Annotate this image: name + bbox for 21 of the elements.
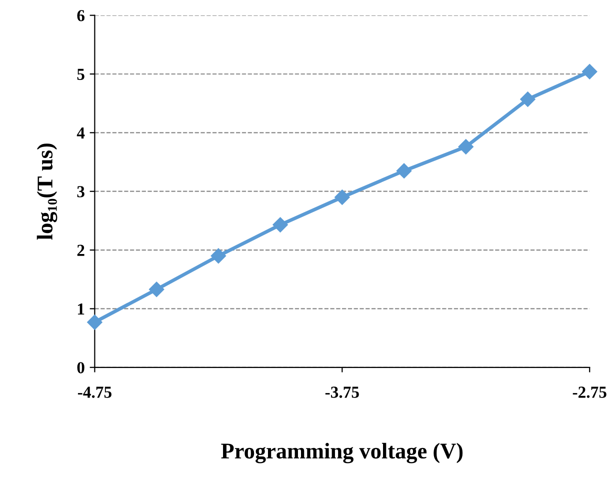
point xyxy=(396,163,412,178)
point xyxy=(210,248,226,264)
y-tick-label: 2 xyxy=(77,244,84,256)
y-axis-title: log₁₀(T us) xyxy=(36,144,58,240)
y-tick-label: 5 xyxy=(77,68,84,80)
point xyxy=(520,92,536,107)
x-tick-label: -2.75 xyxy=(572,386,606,398)
point xyxy=(272,217,288,232)
y-tick-label: 1 xyxy=(78,303,84,314)
x-axis-title: Programming voltage (V) xyxy=(221,442,463,464)
y-tick-label: 0 xyxy=(77,362,84,374)
x-tick-label: -4.75 xyxy=(78,386,112,398)
point xyxy=(334,190,350,205)
y-tick-label: 3 xyxy=(77,186,84,198)
point xyxy=(87,314,102,330)
point xyxy=(149,282,164,297)
y-tick-label: 6 xyxy=(77,10,84,22)
y-tick-label: 4 xyxy=(76,127,85,138)
point xyxy=(582,64,598,80)
x-tick-label: -3.75 xyxy=(325,386,359,398)
point xyxy=(458,139,474,154)
